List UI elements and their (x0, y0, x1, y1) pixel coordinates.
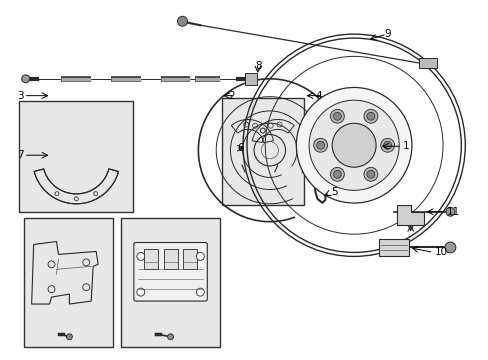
Bar (163, 249, 177, 269)
Circle shape (177, 16, 187, 26)
Text: 7: 7 (17, 150, 23, 160)
Circle shape (246, 74, 256, 84)
Bar (222, 98, 303, 205)
Text: 8: 8 (254, 61, 261, 71)
Circle shape (316, 141, 324, 149)
Circle shape (137, 288, 144, 296)
Circle shape (366, 170, 374, 178)
Circle shape (445, 207, 454, 216)
Circle shape (196, 252, 204, 260)
Circle shape (330, 167, 344, 181)
FancyBboxPatch shape (134, 243, 207, 301)
Circle shape (313, 138, 327, 152)
Bar (183, 249, 197, 269)
Bar (19, 100, 133, 212)
Bar (378, 239, 408, 256)
Circle shape (331, 123, 375, 167)
Text: 1: 1 (402, 141, 408, 151)
Circle shape (196, 288, 204, 296)
Circle shape (137, 252, 144, 260)
Text: 10: 10 (434, 247, 447, 257)
Circle shape (363, 167, 377, 181)
Text: 4: 4 (315, 91, 322, 101)
Bar (244, 73, 256, 85)
Circle shape (383, 141, 391, 149)
Bar (121, 218, 220, 347)
Text: 3: 3 (17, 91, 23, 101)
Circle shape (380, 138, 394, 152)
Circle shape (330, 109, 344, 123)
Circle shape (296, 87, 411, 203)
Circle shape (21, 75, 30, 83)
Circle shape (444, 242, 455, 253)
Bar (24, 218, 113, 347)
Circle shape (66, 334, 72, 340)
Bar (143, 249, 157, 269)
Text: 2: 2 (228, 91, 234, 101)
Text: 5: 5 (331, 187, 337, 197)
Polygon shape (396, 205, 423, 225)
Circle shape (366, 112, 374, 120)
Bar (418, 58, 436, 68)
Text: 11: 11 (446, 207, 459, 217)
Circle shape (308, 100, 398, 190)
Text: 9: 9 (383, 29, 390, 39)
Circle shape (333, 170, 341, 178)
Circle shape (363, 109, 377, 123)
Circle shape (333, 112, 341, 120)
Text: 6: 6 (237, 143, 243, 153)
Circle shape (167, 334, 173, 340)
